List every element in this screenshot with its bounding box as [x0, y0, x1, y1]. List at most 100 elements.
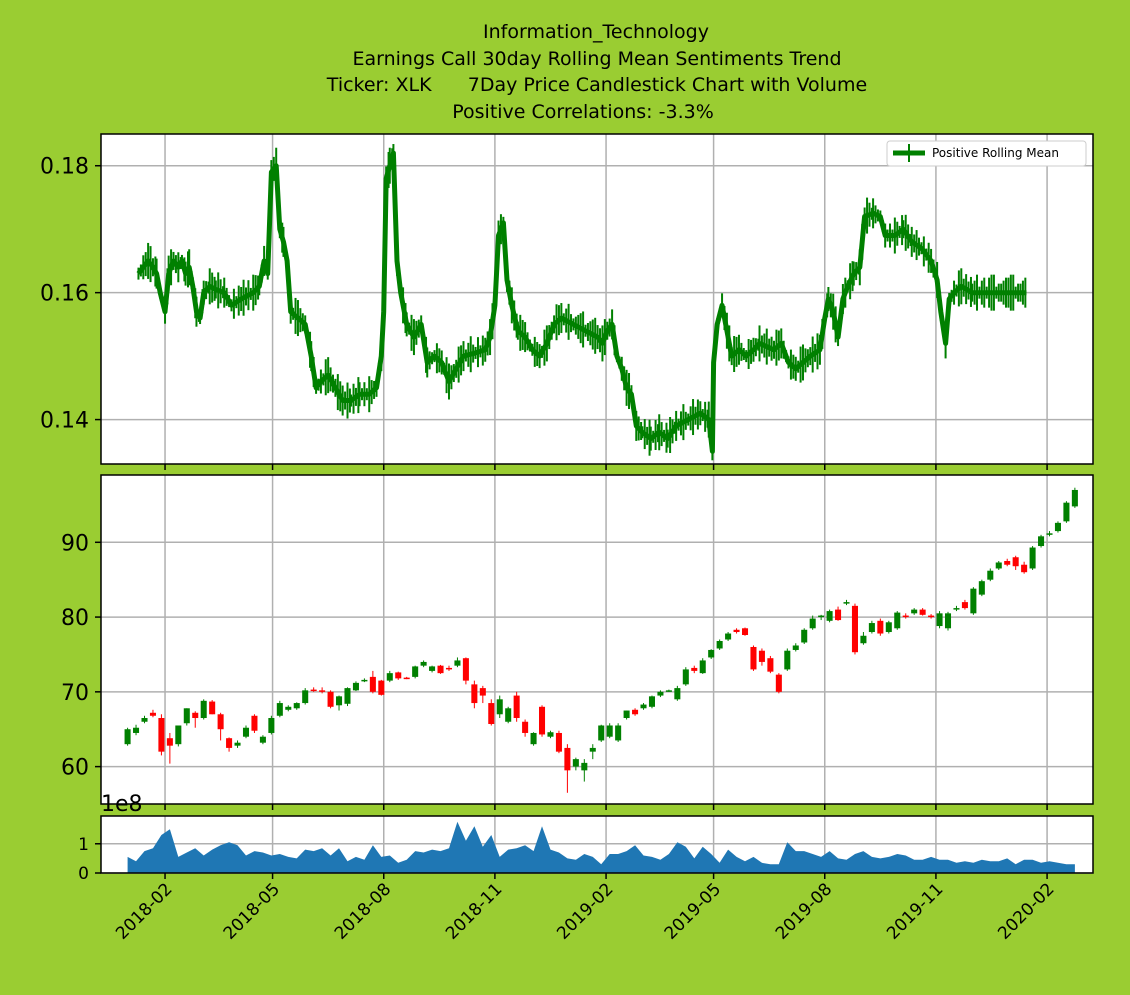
candle-body — [928, 615, 935, 618]
candle-body — [944, 613, 952, 629]
candle-body — [310, 689, 317, 692]
candle-body — [302, 690, 309, 704]
legend-frame — [886, 140, 1087, 167]
candle-body — [1054, 522, 1061, 532]
candle-body — [217, 714, 224, 730]
candle-body — [234, 742, 241, 746]
candle-body — [818, 615, 825, 618]
candle-body — [674, 688, 681, 700]
candle-body — [843, 602, 850, 604]
candle-body — [615, 725, 622, 741]
candle-body — [378, 680, 385, 695]
candle-body — [970, 588, 977, 614]
sentiment-ytick-label: 0.18 — [40, 155, 89, 180]
candle-body — [716, 640, 723, 649]
candle-body — [336, 696, 343, 706]
volume-ytick-label: 0 — [78, 864, 89, 884]
candle-body — [826, 611, 833, 621]
price-ytick-label: 70 — [61, 681, 89, 706]
candle-body — [547, 732, 554, 737]
candle-body — [133, 727, 140, 733]
candle-body — [682, 669, 689, 685]
candle-body — [420, 661, 427, 666]
price-frame — [100, 474, 1094, 805]
candle-body — [445, 667, 453, 670]
candle-body — [200, 700, 207, 719]
title-line-2: Earnings Call 30day Rolling Mean Sentime… — [352, 48, 841, 70]
candle-body — [1063, 502, 1070, 522]
candle-body — [386, 673, 393, 681]
candle-body — [784, 650, 791, 670]
candle-body — [699, 660, 706, 674]
price-ytick-label: 90 — [61, 531, 89, 556]
candle-body — [708, 649, 715, 658]
candle-body — [488, 703, 495, 724]
sentiment-errorbars — [137, 144, 1027, 461]
title-line-4: Positive Correlations: -3.3% — [452, 101, 714, 123]
candle-body — [242, 727, 250, 737]
candle-body — [1021, 564, 1028, 573]
candle-body — [572, 759, 579, 767]
candle-body — [158, 718, 165, 752]
candle-body — [953, 608, 960, 610]
candle-body — [902, 615, 909, 618]
candle-body — [733, 629, 740, 633]
candle-body — [361, 679, 368, 682]
candle-body — [758, 650, 765, 662]
candle-body — [581, 762, 588, 771]
candle-body — [657, 691, 664, 696]
candle-body — [369, 676, 376, 692]
candle-body — [851, 605, 858, 653]
volume-offset-label: 1e8 — [101, 792, 143, 817]
candle-body — [175, 725, 182, 745]
candle-body — [251, 715, 258, 731]
sentiment-frame — [100, 133, 1094, 465]
candle-body — [691, 667, 698, 671]
candle-body — [522, 721, 529, 733]
candle-body — [293, 703, 300, 709]
candle-body — [412, 666, 419, 677]
title-line-3: Ticker: XLK 7Day Price Candlestick Chart… — [326, 74, 867, 96]
candle-body — [978, 581, 985, 595]
candle-body — [961, 602, 968, 609]
title-line-1: Information_Technology — [483, 21, 709, 43]
candle-body — [496, 699, 503, 715]
price-ytick-label: 60 — [61, 756, 89, 781]
candle-body — [192, 712, 199, 719]
volume-area — [127, 821, 1075, 873]
candle-body — [1004, 560, 1011, 565]
volume-panel: 0 1 1e8 — [78, 792, 1094, 884]
candle-body — [209, 701, 216, 715]
candle-body — [623, 710, 630, 719]
candle-body — [792, 645, 799, 650]
candle-body — [809, 618, 816, 629]
candle-body — [437, 665, 444, 674]
candle-body — [632, 709, 639, 715]
candle-body — [149, 712, 156, 716]
candle-body — [775, 674, 782, 692]
price-plot-area — [101, 475, 1093, 804]
candle-body — [403, 677, 410, 680]
candle-body — [606, 725, 613, 737]
candle-body — [919, 609, 926, 615]
candle-body — [741, 628, 749, 636]
candle-body — [801, 629, 808, 643]
candle-body — [648, 696, 655, 707]
candle-body — [124, 729, 131, 745]
candle-body — [987, 570, 994, 580]
candle-body — [344, 688, 351, 704]
sentiment-panel: 0.14 0.16 0.18 Positive Rolling Mean — [40, 133, 1094, 470]
candle-body — [539, 706, 546, 735]
candle-body — [894, 612, 901, 629]
candle-body — [454, 660, 461, 666]
candle-body — [471, 684, 478, 704]
candle-body — [513, 695, 520, 719]
candle-body — [936, 613, 943, 627]
sentiment-plot-area — [101, 134, 1093, 464]
price-ytick-label: 80 — [61, 606, 89, 631]
candle-body — [868, 623, 875, 633]
candle-body — [1046, 533, 1053, 535]
candle-body — [276, 703, 283, 716]
candle-body — [268, 718, 275, 733]
